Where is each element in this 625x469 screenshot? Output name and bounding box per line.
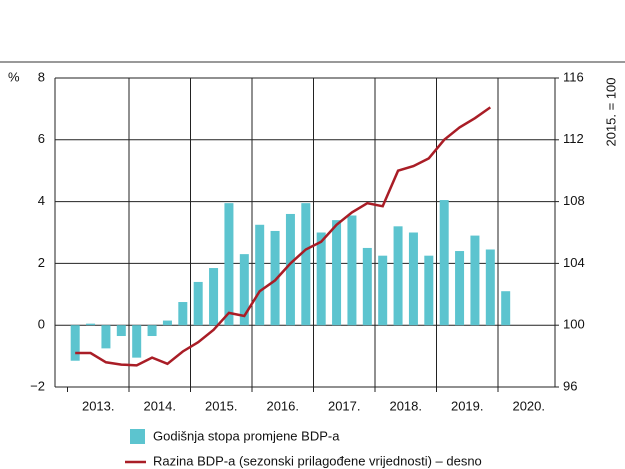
bar: [378, 255, 388, 326]
bar: [347, 215, 357, 326]
bar: [255, 224, 265, 326]
x-tick-label: 2016.: [266, 398, 299, 413]
bar: [132, 325, 142, 358]
y2-tick-label: 100: [563, 317, 585, 332]
y-tick-label: 4: [38, 193, 45, 208]
legend-swatch: [130, 429, 145, 444]
line: [75, 106, 492, 367]
bar: [178, 302, 188, 326]
bar: [209, 268, 219, 326]
bar: [239, 254, 249, 326]
y-tick-label: 0: [38, 317, 45, 332]
bar: [301, 203, 311, 326]
y2-tick-label: 104: [563, 255, 585, 270]
bar: [439, 200, 449, 326]
bar: [485, 249, 495, 326]
bar: [424, 255, 434, 326]
y-tick-label: −2: [30, 378, 45, 393]
x-tick-label: 2018.: [389, 398, 422, 413]
bar: [224, 203, 234, 326]
y2-tick-label: 96: [563, 378, 577, 393]
bar: [193, 281, 203, 326]
x-tick-label: 2017.: [328, 398, 361, 413]
bar: [70, 325, 80, 361]
x-tick-label: 2014.: [143, 398, 176, 413]
y2-axis-label: 2015. = 100: [603, 77, 618, 146]
bar: [162, 320, 172, 326]
bar: [285, 213, 295, 326]
bar: [147, 325, 157, 337]
legend-label: Razina BDP-a (sezonski prilagođene vrije…: [153, 453, 482, 468]
x-tick-label: 2020.: [512, 398, 545, 413]
bar: [101, 325, 111, 349]
bar: [408, 232, 418, 326]
x-tick-label: 2015.: [205, 398, 238, 413]
x-tick-label: 2013.: [82, 398, 115, 413]
y-tick-label: 2: [38, 255, 45, 270]
y-axis-label: %: [8, 69, 20, 84]
y2-tick-label: 108: [563, 193, 585, 208]
y2-tick-label: 112: [563, 131, 584, 146]
bar: [270, 230, 280, 326]
bar: [116, 325, 126, 337]
bar: [332, 220, 342, 326]
bar: [501, 291, 511, 326]
bar: [316, 232, 326, 326]
bar: [393, 226, 403, 326]
bar: [362, 247, 372, 326]
legend-label: Godišnja stopa promjene BDP-a: [153, 428, 340, 443]
y-tick-label: 8: [38, 69, 45, 84]
y2-tick-label: 116: [563, 69, 584, 84]
x-tick-label: 2019.: [451, 398, 484, 413]
bar: [470, 235, 480, 326]
bar: [86, 323, 96, 326]
bar: [455, 251, 465, 326]
y-tick-label: 6: [38, 131, 45, 146]
